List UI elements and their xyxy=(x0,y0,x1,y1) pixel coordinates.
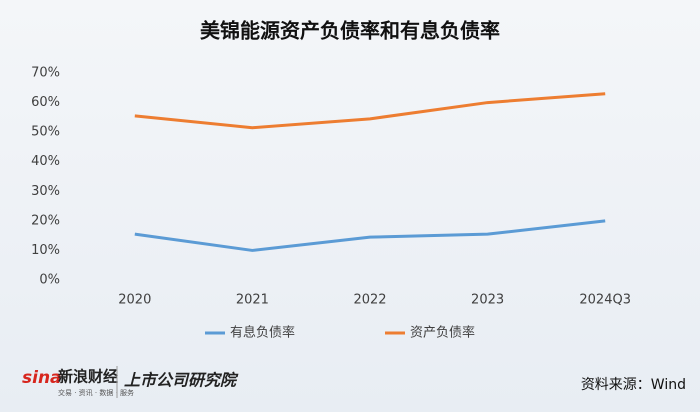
brand-tagline: 交易 · 资讯 · 数据 · 服务 xyxy=(58,388,134,397)
legend-label: 资产负债率 xyxy=(410,325,475,341)
x-tick-label: 2020 xyxy=(118,293,151,308)
y-tick-label: 0% xyxy=(39,273,60,288)
brand-name: 新浪财经 xyxy=(58,368,118,386)
x-tick-label: 2021 xyxy=(236,293,269,308)
legend-label: 有息负债率 xyxy=(230,325,295,341)
y-tick-label: 20% xyxy=(31,213,60,228)
x-tick-label: 2022 xyxy=(353,293,386,308)
y-tick-label: 10% xyxy=(31,243,60,258)
x-tick-label: 2023 xyxy=(471,293,504,308)
source: 资料来源：Wind xyxy=(581,377,686,393)
y-tick-label: 40% xyxy=(31,154,60,169)
brand-institute: 上市公司研究院 xyxy=(124,371,239,390)
line-series xyxy=(134,219,606,252)
y-tick-label: 70% xyxy=(31,66,60,81)
y-tick-label: 30% xyxy=(31,184,60,199)
y-tick-label: 60% xyxy=(31,95,60,110)
y-tick-label: 50% xyxy=(31,125,60,140)
x-tick-label: 2024Q3 xyxy=(579,293,631,308)
line-series xyxy=(134,92,606,130)
chart-title: 美锦能源资产负债率和有息负债率 xyxy=(200,19,500,43)
brand-sina: sina xyxy=(22,368,62,388)
